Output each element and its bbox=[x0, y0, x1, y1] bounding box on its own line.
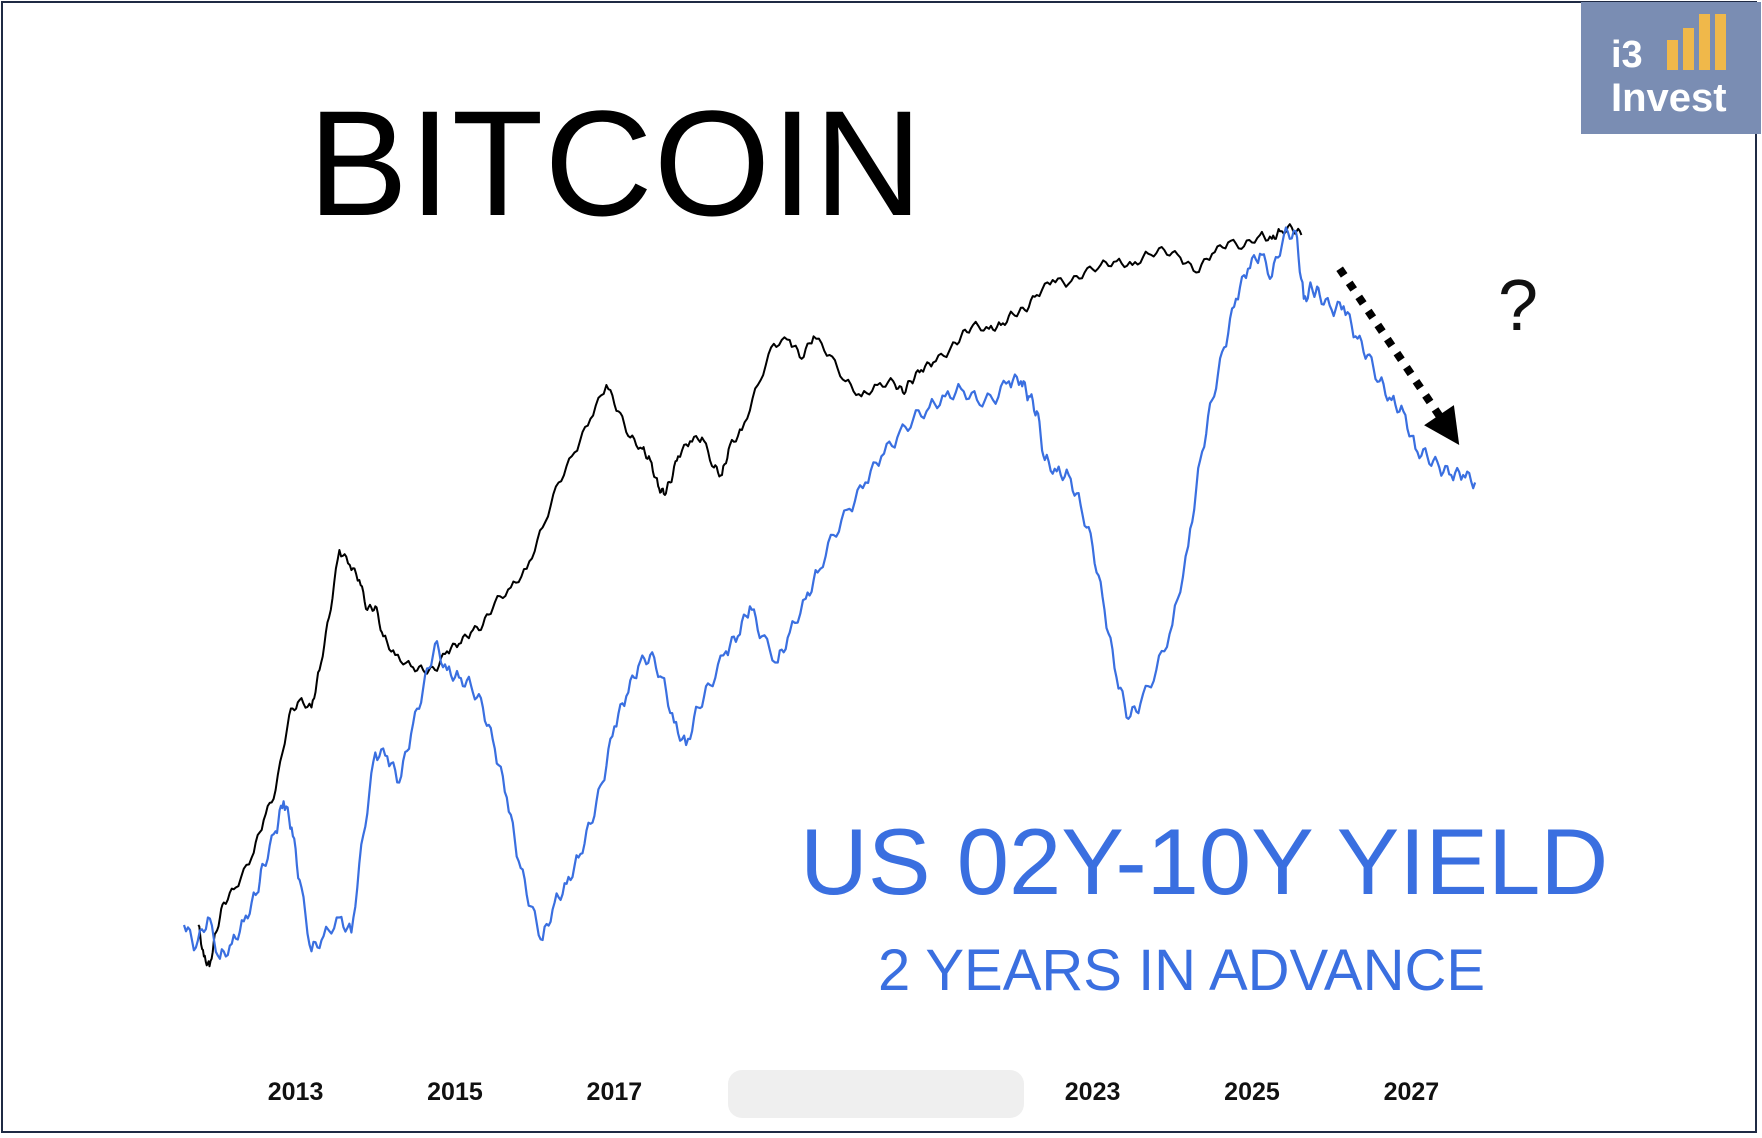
x-tick-label: 2013 bbox=[268, 1078, 324, 1106]
i3-invest-logo: i3 Invest bbox=[1581, 2, 1761, 134]
yield-series-title: US 02Y-10Y YIELD bbox=[800, 809, 1609, 914]
logo-bar-icon bbox=[1699, 14, 1710, 70]
logo-bar-icon bbox=[1683, 28, 1694, 70]
chart-title: BITCOIN bbox=[308, 79, 924, 247]
x-tick-label: 2017 bbox=[587, 1078, 643, 1106]
trend-arrow-head bbox=[1424, 405, 1460, 445]
logo-text-invest: Invest bbox=[1611, 76, 1727, 120]
logo-bar-icon bbox=[1715, 14, 1726, 70]
x-axis-ticks: 2013 2015 2017 2023 2025 2027 bbox=[268, 1078, 1439, 1106]
trend-arrow bbox=[1336, 266, 1460, 445]
series-layer bbox=[182, 223, 1477, 968]
logo-text-i3: i3 bbox=[1611, 34, 1643, 76]
x-tick-label: 2027 bbox=[1384, 1078, 1440, 1106]
x-tick-label: 2015 bbox=[427, 1078, 483, 1106]
x-tick-label: 2025 bbox=[1224, 1078, 1280, 1106]
yield-series-subtitle: 2 YEARS IN ADVANCE bbox=[878, 938, 1486, 1003]
x-tick-label: 2023 bbox=[1065, 1078, 1121, 1106]
question-mark-annotation: ? bbox=[1498, 266, 1539, 346]
trend-arrow-shaft bbox=[1336, 266, 1450, 428]
us-yield-spread-line bbox=[182, 226, 1477, 960]
watermark-overlay bbox=[728, 1070, 1024, 1118]
logo-bar-icon bbox=[1667, 40, 1678, 70]
bitcoin-price-line bbox=[197, 223, 1303, 968]
